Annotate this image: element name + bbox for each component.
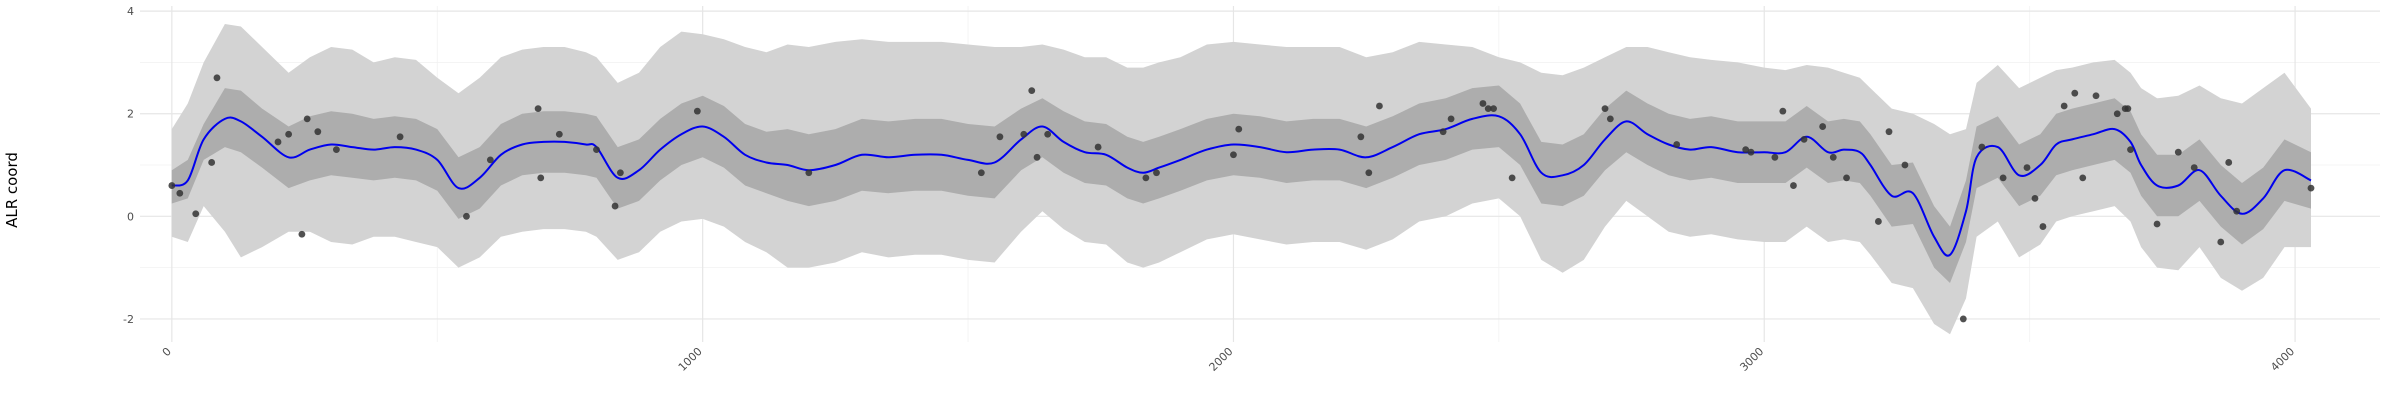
data-point	[1819, 123, 1827, 130]
data-point	[1376, 102, 1383, 110]
data-point	[996, 133, 1004, 141]
x-tick-label: 0	[160, 345, 174, 359]
data-point	[2233, 207, 2241, 215]
data-point	[1447, 115, 1455, 123]
data-point	[192, 210, 200, 218]
data-point	[1885, 128, 1893, 136]
data-point	[537, 174, 545, 182]
data-point	[1153, 169, 1160, 177]
x-tick-label: 2000	[1207, 345, 1236, 374]
data-point	[2060, 102, 2068, 110]
data-point	[1020, 130, 1028, 138]
data-point	[1484, 105, 1492, 112]
data-point	[611, 202, 619, 210]
data-point	[1790, 182, 1797, 189]
data-point	[1508, 174, 1516, 182]
y-axis-tick-labels: -2 0 2 4	[123, 5, 134, 326]
data-point	[2217, 238, 2225, 246]
data-point	[1033, 153, 1041, 161]
data-point	[1800, 135, 1808, 143]
data-point	[1829, 153, 1837, 161]
data-point	[693, 107, 701, 115]
data-point	[208, 159, 216, 166]
data-point	[2127, 146, 2134, 154]
observation-points	[168, 74, 2315, 323]
data-point	[1959, 315, 1967, 323]
data-point	[1365, 169, 1373, 177]
data-point	[274, 138, 282, 146]
data-point	[1601, 105, 1609, 112]
data-point	[1606, 115, 1614, 123]
data-point	[176, 189, 184, 197]
x-tick-label: 3000	[1737, 345, 1766, 374]
data-point	[2113, 110, 2121, 118]
data-point	[1771, 153, 1779, 161]
data-point	[2039, 223, 2047, 230]
data-point	[1235, 125, 1243, 133]
data-point	[168, 182, 176, 189]
data-point	[2174, 148, 2182, 156]
inner-credible-band	[171, 85, 2311, 283]
data-point	[298, 230, 306, 238]
data-point	[1978, 143, 1986, 151]
y-axis-title: ALR coord	[3, 152, 21, 228]
data-point	[396, 133, 404, 141]
data-point	[1028, 87, 1036, 95]
data-point	[555, 130, 563, 138]
data-point	[616, 169, 624, 177]
data-point	[593, 146, 600, 154]
data-point	[285, 130, 293, 138]
data-point	[2031, 194, 2039, 202]
data-point	[2023, 164, 2031, 171]
data-point	[486, 156, 494, 164]
x-tick-label: 1000	[676, 345, 705, 374]
data-point	[2190, 164, 2198, 171]
data-point	[1230, 151, 1237, 159]
x-axis-tick-labels: 0 1000 2000 3000 4000	[160, 345, 2297, 374]
data-point	[1439, 128, 1447, 136]
data-point	[1044, 130, 1052, 138]
y-tick-label: -2	[123, 313, 134, 326]
data-point	[1673, 141, 1681, 148]
data-point	[2092, 92, 2100, 100]
data-point	[2307, 184, 2315, 192]
data-point	[213, 74, 221, 82]
y-tick-label: 0	[127, 210, 134, 223]
data-point	[314, 128, 322, 136]
data-point	[2124, 105, 2132, 112]
y-tick-label: 2	[127, 108, 134, 121]
data-point	[1779, 107, 1787, 115]
data-point	[1094, 143, 1102, 151]
data-point	[2071, 89, 2079, 97]
y-tick-label: 4	[127, 5, 134, 18]
data-point	[2153, 220, 2161, 228]
data-point	[1142, 174, 1150, 182]
data-point	[1999, 174, 2007, 182]
data-point	[463, 212, 470, 220]
data-point	[2225, 159, 2233, 166]
data-point	[1479, 100, 1487, 107]
data-point	[303, 115, 311, 123]
data-point	[534, 105, 542, 112]
data-point	[1357, 133, 1365, 141]
data-point	[1490, 105, 1497, 112]
data-point	[332, 146, 340, 154]
data-point	[1742, 146, 1750, 154]
data-point	[1843, 174, 1850, 182]
x-tick-label: 4000	[2268, 345, 2297, 374]
data-point	[1874, 218, 1882, 225]
data-point	[805, 169, 813, 177]
data-point	[1747, 148, 1755, 156]
data-point	[977, 169, 985, 177]
data-point	[2079, 174, 2087, 182]
data-point	[1901, 161, 1909, 169]
